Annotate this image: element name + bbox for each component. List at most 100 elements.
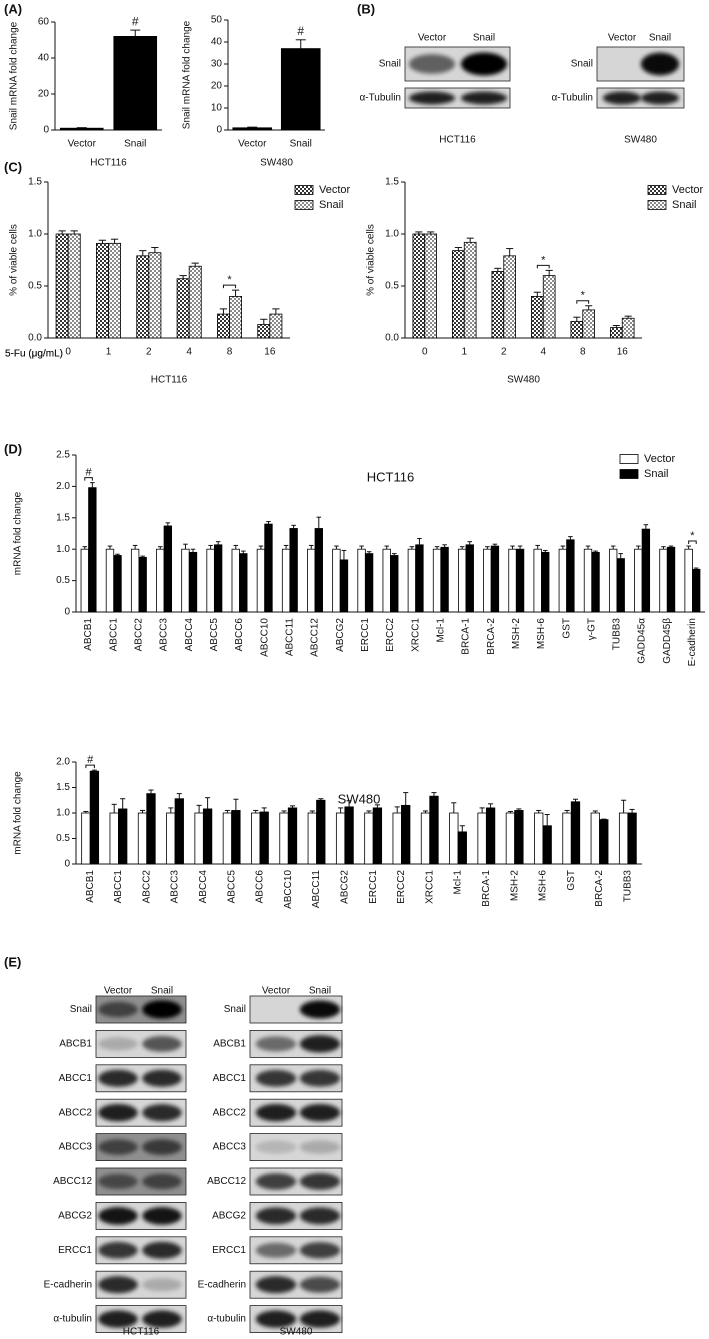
error-bar <box>533 291 541 297</box>
blot-row <box>596 87 685 109</box>
blot-band <box>408 91 456 105</box>
error-bar <box>392 553 397 556</box>
error-bar <box>374 804 380 808</box>
error-bar <box>272 308 280 315</box>
bar <box>231 548 240 613</box>
y-axis-label: Snail mRNA fold change <box>182 20 193 129</box>
bar <box>206 548 215 613</box>
bar <box>491 271 505 339</box>
blot-band <box>299 1276 341 1293</box>
blot-band <box>602 91 642 105</box>
y-tick-label: 0 <box>64 859 70 870</box>
error-bar <box>612 325 620 328</box>
bar <box>136 255 150 339</box>
error-bar <box>592 810 598 813</box>
x-tick-label: 4 <box>186 347 192 358</box>
x-tick-label: Mcl-1 <box>435 618 446 643</box>
error-bar <box>107 545 113 550</box>
blot-band <box>142 1000 182 1019</box>
significance-bracket <box>576 300 590 304</box>
error-bar <box>459 546 465 550</box>
bar <box>508 548 517 613</box>
row-label: ERCC1 <box>58 1245 92 1256</box>
blot-row <box>249 1167 343 1196</box>
bar <box>424 233 438 339</box>
error-bar <box>693 567 699 570</box>
x-tick-label: TUBB3 <box>612 618 623 651</box>
significance-bracket <box>688 540 697 545</box>
legend-label: Snail <box>644 468 668 480</box>
error-bar <box>130 29 141 37</box>
bar <box>458 548 467 613</box>
bar <box>457 831 467 865</box>
error-bar <box>517 545 523 550</box>
error-bar <box>359 545 364 550</box>
y-tick-label: 1.0 <box>28 229 42 240</box>
error-bar <box>427 231 435 234</box>
bar <box>166 812 176 865</box>
bar <box>562 812 572 865</box>
bar <box>503 255 517 339</box>
error-bar <box>510 545 515 550</box>
error-bar <box>593 550 598 553</box>
y-tick-label: 0 <box>43 125 49 136</box>
error-bar <box>76 127 87 129</box>
bar <box>390 555 399 613</box>
y-tick-label: 0.0 <box>28 333 42 344</box>
blot-row <box>95 1202 187 1230</box>
x-tick-label: ABCC11 <box>285 618 296 657</box>
error-bar <box>83 810 89 813</box>
x-tick-label: MSH-6 <box>536 618 547 650</box>
blot-row <box>95 1236 187 1265</box>
error-bar <box>442 544 447 548</box>
bar <box>232 127 273 131</box>
error-bar <box>266 521 271 525</box>
bar <box>449 812 459 865</box>
bar <box>289 528 298 613</box>
bar <box>67 233 81 339</box>
bar <box>432 548 442 613</box>
blot-band <box>98 1310 138 1328</box>
error-bar <box>281 810 287 813</box>
blot-row <box>249 1030 343 1058</box>
error-bar <box>467 541 473 545</box>
bar <box>281 548 291 613</box>
blot-band <box>299 1242 341 1259</box>
y-tick-label: 0.5 <box>28 281 42 292</box>
error-bar <box>110 238 119 244</box>
annotation: # <box>132 14 139 28</box>
legend-swatch <box>294 200 314 210</box>
error-bar <box>686 545 691 550</box>
y-tick-label: 1.5 <box>28 177 42 188</box>
blot-row <box>249 1064 343 1093</box>
error-bar <box>466 237 474 243</box>
lane-label: Snail <box>473 33 495 44</box>
bar <box>463 241 477 339</box>
row-label: ABCG2 <box>212 1211 246 1222</box>
error-bar <box>417 538 422 545</box>
bar <box>339 559 349 613</box>
blot-row <box>95 1098 187 1127</box>
x-tick-label: Snail <box>290 139 312 150</box>
y-axis-label: mRNA fold change <box>13 771 24 855</box>
error-bar <box>190 548 196 553</box>
x-tick-label: 1 <box>106 347 112 358</box>
error-bar <box>140 555 145 558</box>
error-bar <box>668 545 674 548</box>
row-label: ABCG2 <box>58 1211 92 1222</box>
blot-band <box>299 1035 341 1053</box>
error-bar <box>309 810 315 813</box>
error-bar <box>341 549 347 560</box>
blot-band <box>255 1036 297 1052</box>
blot-caption: HCT116 <box>439 135 476 146</box>
y-tick-label: 1.0 <box>56 544 70 555</box>
error-bar <box>573 316 581 322</box>
bar <box>372 807 383 865</box>
bar <box>599 819 609 865</box>
x-prefix: 5-Fu (μg/mL) <box>5 349 63 360</box>
bar <box>666 546 676 613</box>
blot-band <box>98 1001 138 1018</box>
y-tick-label: 50 <box>211 15 223 26</box>
error-bar <box>492 543 498 547</box>
